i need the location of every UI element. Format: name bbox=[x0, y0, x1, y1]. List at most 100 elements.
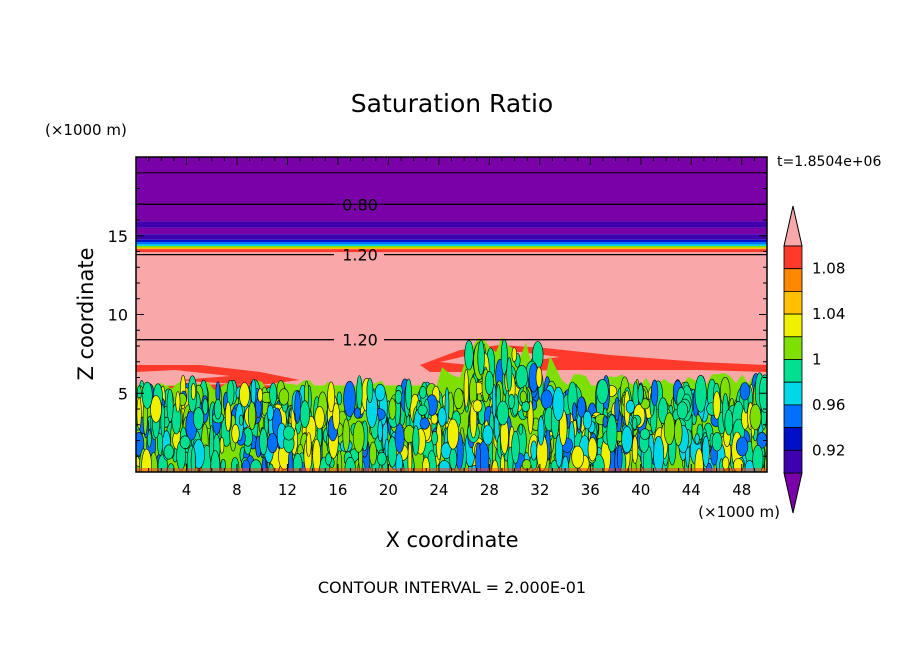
field-cell bbox=[250, 378, 257, 405]
field-cell bbox=[587, 437, 598, 462]
field-layer bbox=[136, 247, 767, 250]
field-cell bbox=[160, 404, 166, 438]
field-cell bbox=[405, 378, 412, 410]
field-cell bbox=[463, 369, 469, 408]
field-cell bbox=[369, 441, 377, 466]
chart-title: Saturation Ratio bbox=[351, 89, 553, 118]
field-cell bbox=[446, 418, 459, 450]
x-tick-label: 20 bbox=[379, 481, 398, 499]
field-cell bbox=[314, 406, 325, 430]
field-cell bbox=[506, 357, 513, 392]
field-cell bbox=[484, 370, 494, 395]
field-cell bbox=[239, 382, 250, 408]
colorbar-swatch bbox=[783, 313, 803, 338]
field-cell bbox=[407, 441, 413, 472]
field-cell bbox=[412, 425, 420, 456]
field-cell bbox=[694, 448, 704, 472]
field-cell bbox=[190, 446, 196, 472]
y-tick-label: 10 bbox=[108, 306, 128, 325]
colorbar-swatch bbox=[783, 359, 803, 383]
field-cell bbox=[621, 425, 633, 453]
field-cell bbox=[596, 378, 609, 404]
field-cell bbox=[332, 402, 341, 431]
x-tick-label: 32 bbox=[530, 481, 549, 499]
field-cell bbox=[377, 419, 383, 442]
field-cell bbox=[163, 444, 175, 460]
field-cell bbox=[537, 416, 545, 446]
field-cell bbox=[327, 381, 335, 413]
field-cell bbox=[694, 433, 700, 445]
x-tick-label: 44 bbox=[682, 481, 701, 499]
field-cell bbox=[500, 338, 508, 376]
colorbar-arrow-bottom bbox=[783, 472, 803, 514]
field-cell bbox=[614, 397, 620, 421]
field-cell bbox=[225, 401, 232, 432]
field-cell bbox=[616, 444, 623, 471]
field-cell bbox=[312, 438, 321, 472]
field-cell bbox=[496, 400, 509, 426]
field-cell bbox=[711, 432, 723, 452]
field-cell bbox=[175, 391, 181, 413]
field-cell bbox=[735, 436, 749, 457]
y-tick-label: 15 bbox=[108, 227, 128, 246]
colorbar-swatch bbox=[783, 336, 803, 360]
field-layer bbox=[136, 245, 767, 248]
field-patch bbox=[136, 370, 230, 380]
y-axis: 5 10 15 bbox=[108, 172, 767, 457]
field-cell bbox=[343, 380, 356, 417]
field-cell bbox=[475, 442, 481, 472]
field-cell bbox=[374, 383, 386, 402]
field-cell bbox=[449, 447, 458, 471]
field-cell bbox=[179, 435, 191, 449]
field-cell bbox=[352, 420, 365, 453]
field-cell bbox=[511, 347, 517, 362]
colorbar-label: 1 bbox=[812, 351, 822, 369]
x-tick-label: 36 bbox=[581, 481, 600, 499]
field-cell bbox=[259, 428, 268, 456]
field-cell bbox=[231, 424, 240, 444]
x-tick-label: 12 bbox=[278, 481, 297, 499]
time-label: t=1.8504e+06 bbox=[777, 154, 881, 170]
field-cell bbox=[299, 400, 310, 429]
field-cell bbox=[190, 383, 196, 401]
field-cell bbox=[267, 432, 278, 454]
field-cell bbox=[353, 407, 362, 419]
field-cell bbox=[453, 388, 464, 410]
y-tick-label: 5 bbox=[118, 384, 128, 403]
field-cell bbox=[663, 412, 676, 446]
field-cell bbox=[572, 402, 577, 422]
field-cell bbox=[150, 395, 162, 423]
field-layer bbox=[136, 242, 767, 245]
x-tick-label: 8 bbox=[232, 481, 242, 499]
field-cell bbox=[419, 386, 427, 399]
field-cell bbox=[257, 388, 264, 403]
field-cell bbox=[739, 382, 751, 401]
field-cell bbox=[653, 435, 665, 472]
field-cell bbox=[136, 397, 142, 430]
colorbar-swatch bbox=[783, 268, 803, 292]
contour-label: 1.20 bbox=[342, 246, 378, 265]
field-cell bbox=[519, 390, 527, 403]
field-cell bbox=[248, 401, 257, 430]
contour-interval-label: CONTOUR INTERVAL = 2.000E-01 bbox=[318, 578, 586, 597]
y-unit-label: (×1000 m) bbox=[45, 121, 127, 139]
colorbar-swatch bbox=[783, 381, 803, 406]
field-cell bbox=[366, 378, 374, 404]
field-cell bbox=[511, 430, 520, 464]
field-cell bbox=[724, 409, 734, 436]
colorbar-label: 1.04 bbox=[812, 305, 845, 323]
x-tick-label: 4 bbox=[182, 481, 192, 499]
colorbar-label: 0.92 bbox=[812, 441, 845, 459]
field-cell bbox=[292, 453, 303, 472]
field-layer-dark-band bbox=[136, 221, 767, 228]
x-axis: 4 8 12 16 20 24 28 32 36 40 44 48 bbox=[148, 157, 755, 499]
field-layer bbox=[136, 249, 767, 253]
colorbar-swatch bbox=[783, 290, 803, 315]
contour-label: 1.20 bbox=[342, 331, 378, 350]
field-cell bbox=[508, 393, 515, 409]
field-cell bbox=[482, 424, 494, 446]
field-cell bbox=[283, 425, 295, 441]
field-cell bbox=[694, 374, 707, 413]
field-cell bbox=[521, 401, 531, 413]
